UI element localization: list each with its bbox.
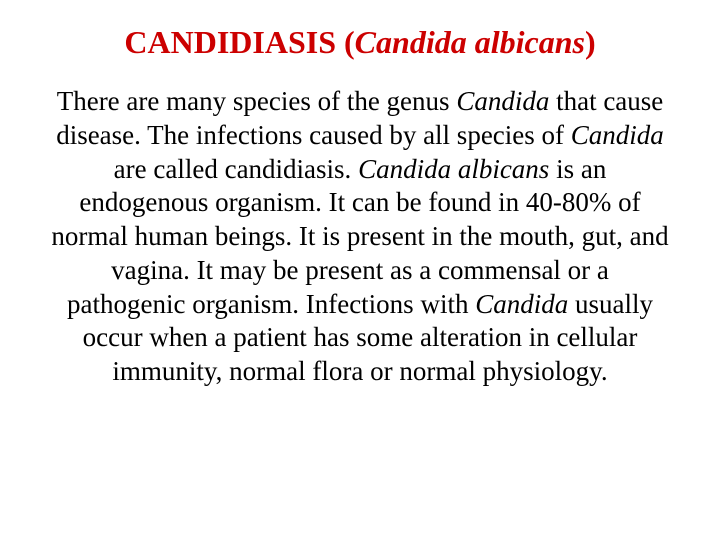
slide-container: CANDIDIASIS (Candida albicans) There are… [0, 0, 720, 540]
body-seg-8-italic: Candida [475, 289, 568, 319]
body-seg-1: There are many species of the genus [57, 86, 457, 116]
title-text-italic: Candida albicans [355, 24, 585, 60]
body-seg-4-italic: Candida [571, 120, 664, 150]
title-text-part1: CANDIDIASIS ( [124, 24, 354, 60]
body-paragraph: There are many species of the genus Cand… [50, 85, 670, 389]
body-seg-2-italic: Candida [456, 86, 549, 116]
title-text-part3: ) [585, 24, 596, 60]
body-seg-6-italic: Candida albicans [358, 154, 549, 184]
slide-title: CANDIDIASIS (Candida albicans) [50, 24, 670, 61]
body-seg-5: are called candidiasis. [114, 154, 358, 184]
